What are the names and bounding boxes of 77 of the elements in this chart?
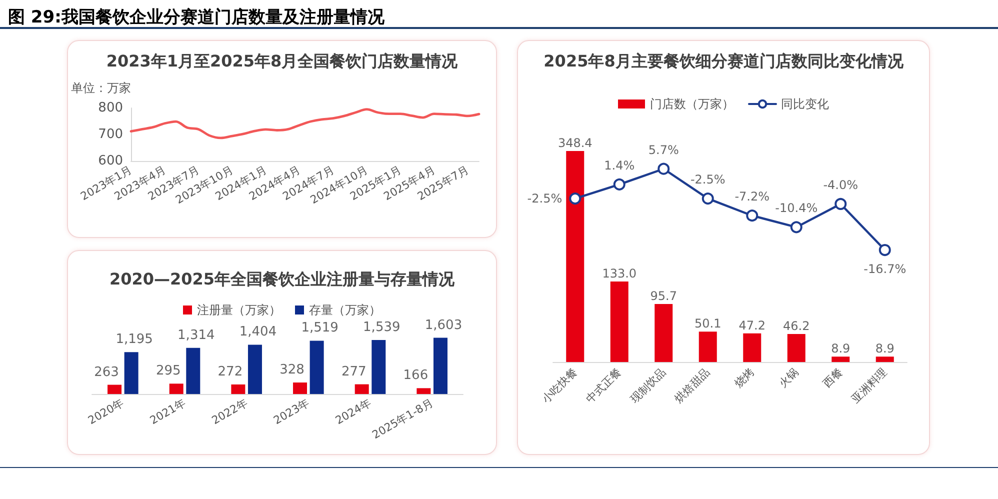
x-tick-label: 亚洲料理	[849, 365, 890, 406]
bar	[876, 356, 894, 362]
line-series	[130, 108, 480, 140]
y-tick-label: 800	[98, 100, 123, 116]
data-label: 1,603	[424, 318, 462, 333]
x-tick-label: 中式正餐	[584, 365, 624, 406]
data-label: 166	[403, 368, 428, 384]
data-label: 295	[156, 364, 181, 379]
bar	[124, 352, 138, 394]
bar	[310, 340, 324, 394]
data-label: 277	[341, 364, 366, 380]
bar	[108, 384, 122, 394]
bar	[248, 344, 262, 394]
bar	[743, 333, 762, 362]
data-label: 1,404	[239, 324, 277, 340]
legend-label: 注册量（万家）	[197, 303, 281, 317]
bar	[169, 384, 184, 394]
text: 图 29:我国餐饮企业分赛道门店数量及注册量情况	[8, 8, 386, 28]
x-tick-label: 小吃快餐	[539, 365, 580, 406]
bar	[416, 388, 431, 394]
data-label: 1,314	[178, 328, 215, 343]
y-axis-title: 单位：万家	[71, 81, 131, 95]
data-label: 348.4	[558, 136, 592, 150]
data-label: 50.1	[694, 316, 722, 331]
bar	[186, 348, 200, 394]
data-label: 8.9	[831, 342, 850, 356]
data-label: -7.2%	[734, 190, 770, 204]
chart-title: 2023年1月至2025年8月全国餐饮门店数量情况	[106, 52, 459, 70]
legend-label: 门店数（万家）	[650, 97, 734, 111]
data-label: 47.2	[738, 318, 766, 332]
bar	[654, 304, 673, 362]
point	[878, 244, 891, 256]
bar	[610, 281, 628, 362]
data-label: 5.7%	[648, 142, 679, 157]
point	[702, 192, 714, 205]
bar	[354, 384, 369, 394]
x-tick-label: 烘焙甜品	[672, 365, 712, 406]
data-label: 8.9	[875, 342, 894, 356]
point	[834, 198, 847, 210]
legend-label: 存量（万家）	[309, 303, 381, 317]
bar	[566, 151, 584, 362]
bar	[231, 384, 246, 394]
point	[569, 192, 582, 205]
y-tick-label: 600	[98, 154, 123, 168]
data-label: 272	[218, 364, 243, 380]
point	[790, 221, 802, 234]
x-tick-label: 烧烤	[732, 365, 757, 390]
data-label: 1,519	[301, 320, 338, 336]
data-label: 133.0	[602, 266, 637, 280]
data-label: 263	[94, 364, 119, 380]
data-label: 1,195	[116, 332, 153, 348]
chart-title: 2025年8月主要餐饮细分赛道门店数同比变化情况	[544, 52, 904, 70]
data-label: -2.5%	[690, 172, 726, 187]
point	[746, 210, 758, 222]
bar	[372, 340, 386, 394]
data-label: 95.7	[650, 289, 677, 304]
legend-label: 同比变化	[781, 97, 829, 111]
point	[613, 178, 626, 190]
data-label: -10.4%	[775, 201, 818, 216]
data-label: -16.7%	[864, 262, 906, 276]
x-tick-label: 火锅	[776, 365, 801, 390]
point	[658, 162, 670, 175]
bar	[293, 382, 308, 394]
bar	[698, 332, 717, 362]
data-label: -2.5%	[527, 192, 562, 206]
data-label: 46.2	[783, 319, 810, 334]
bar	[787, 334, 806, 362]
data-label: -4.0%	[823, 178, 858, 192]
x-tick-label: 现制饮品	[628, 365, 668, 406]
x-tick-label: 西餐	[820, 365, 846, 390]
bar	[433, 338, 448, 394]
bar	[832, 356, 850, 362]
data-label: 1.4%	[604, 158, 635, 172]
data-label: 328	[280, 362, 304, 378]
chart-title: 2020—2025年全国餐饮企业注册量与存量情况	[109, 270, 456, 288]
y-tick-label: 700	[98, 127, 123, 142]
data-label: 1,539	[363, 320, 400, 335]
